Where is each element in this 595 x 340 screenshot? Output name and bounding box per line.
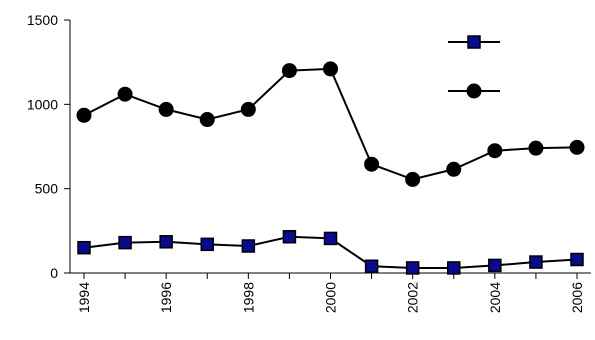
x-tick-label: 2004: [487, 282, 503, 313]
data-point-square: [77, 240, 91, 255]
data-point-square: [447, 261, 461, 275]
data-point-square: [200, 237, 214, 252]
data-point-circle: [76, 107, 92, 123]
series-layer: [76, 61, 585, 275]
x-tick-label: 2006: [569, 282, 585, 313]
data-point-square: [118, 235, 132, 250]
series-square: [77, 229, 584, 275]
data-point-circle: [569, 139, 585, 155]
series-circle: [76, 61, 585, 187]
legend-marker-square: [467, 35, 481, 49]
data-point-circle: [364, 156, 380, 172]
data-point-square: [488, 258, 502, 273]
x-tick-label: 1996: [158, 282, 174, 313]
data-point-square: [282, 229, 297, 244]
data-point-circle: [199, 112, 215, 128]
x-tick-label: 2002: [405, 282, 421, 313]
y-tick-label: 500: [35, 181, 59, 197]
x-tick-label: 1998: [240, 282, 256, 313]
data-point-square: [529, 255, 543, 269]
legend-entry-square: [448, 35, 500, 49]
data-point-circle: [117, 86, 133, 102]
data-point-square: [570, 252, 584, 267]
data-point-circle: [528, 140, 544, 156]
data-point-square: [159, 235, 173, 249]
data-point-circle: [240, 101, 256, 117]
data-point-circle: [405, 171, 421, 187]
data-point-square: [405, 261, 420, 275]
y-tick-label: 1000: [27, 96, 58, 112]
data-point-circle: [158, 101, 174, 117]
series-line-circle: [83, 67, 578, 181]
legend-marker-circle: [466, 83, 482, 99]
x-tick-label: 1994: [76, 282, 92, 313]
data-point-circle: [487, 143, 503, 159]
data-point-square: [364, 259, 379, 274]
data-point-circle: [446, 161, 462, 177]
data-point-square: [241, 239, 256, 253]
y-tick-label: 0: [50, 265, 58, 281]
data-point-square: [323, 231, 338, 246]
axes: 0 500 1000 1500 1994 1996 1998 2000 2002 2004 2006: [27, 12, 591, 313]
legend-entry-circle: [448, 83, 500, 99]
data-point-circle: [323, 61, 338, 77]
y-tick-label: 1500: [27, 12, 58, 28]
x-tick-label: 2000: [323, 282, 339, 313]
legend: [448, 35, 500, 99]
data-point-circle: [281, 63, 297, 79]
